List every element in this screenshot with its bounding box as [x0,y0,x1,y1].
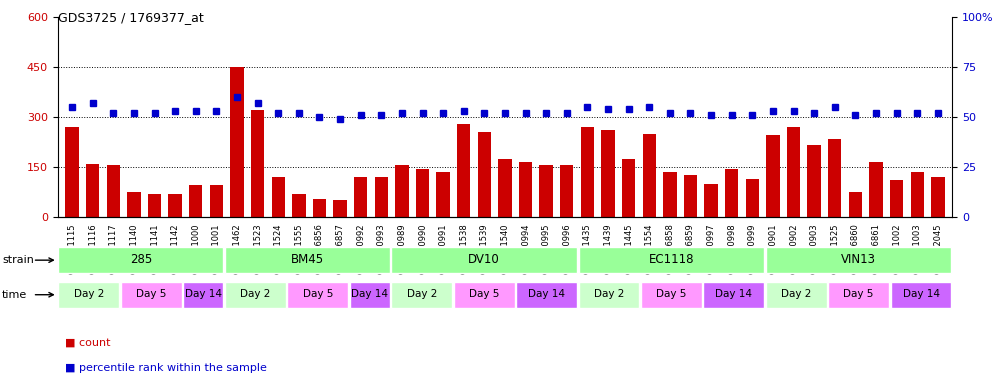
Text: Day 2: Day 2 [781,289,811,299]
Text: Day 2: Day 2 [593,289,624,299]
Bar [516,282,577,308]
Bar [765,282,827,308]
Text: Day 5: Day 5 [656,289,687,299]
Bar [498,159,512,217]
Bar [931,177,944,217]
Bar [127,192,140,217]
Bar [663,172,677,217]
Bar [168,194,182,217]
Bar [705,184,718,217]
Text: Day 14: Day 14 [528,289,565,299]
Text: Day 2: Day 2 [74,289,104,299]
Bar [350,282,390,308]
Bar [849,192,862,217]
Text: Day 5: Day 5 [136,289,166,299]
Bar [148,194,161,217]
Bar [287,282,348,308]
Bar [210,185,223,217]
Text: Day 2: Day 2 [241,289,270,299]
Bar [436,172,450,217]
Bar [891,282,951,308]
Bar [579,282,639,308]
Text: BM45: BM45 [291,253,324,266]
Text: strain: strain [2,255,34,265]
Bar [765,247,951,273]
Bar [225,247,390,273]
Text: Day 5: Day 5 [844,289,874,299]
Bar [704,282,764,308]
Bar [641,282,702,308]
Bar [271,177,285,217]
Bar [59,282,119,308]
Bar [231,67,244,217]
Bar [807,146,821,217]
Bar [601,131,614,217]
Text: time: time [2,290,27,300]
Bar [746,179,759,217]
Bar [725,169,739,217]
Bar [225,282,285,308]
Bar [560,166,574,217]
Bar [890,180,904,217]
Text: GDS3725 / 1769377_at: GDS3725 / 1769377_at [58,12,204,25]
Bar [66,127,79,217]
Bar [106,166,120,217]
Bar [540,166,553,217]
Bar [86,164,99,217]
Bar [622,159,635,217]
Text: Day 5: Day 5 [469,289,499,299]
Text: Day 14: Day 14 [903,289,939,299]
Bar [392,282,452,308]
Bar [183,282,224,308]
Text: ■ percentile rank within the sample: ■ percentile rank within the sample [65,363,266,373]
Bar [911,172,923,217]
Bar [59,247,224,273]
Text: Day 5: Day 5 [302,289,333,299]
Bar [478,132,491,217]
Bar [396,166,409,217]
Bar [375,177,388,217]
Bar [870,162,883,217]
Bar [579,247,764,273]
Bar [250,111,264,217]
Bar [580,127,594,217]
Bar [415,169,429,217]
Bar [333,200,347,217]
Bar [189,185,203,217]
Text: DV10: DV10 [468,253,500,266]
Bar [121,282,182,308]
Text: ■ count: ■ count [65,338,110,348]
Bar [684,175,697,217]
Bar [454,282,515,308]
Bar [392,247,577,273]
Bar [766,136,779,217]
Text: VIN13: VIN13 [841,253,876,266]
Text: Day 14: Day 14 [185,289,222,299]
Bar [642,134,656,217]
Bar [828,282,889,308]
Bar [313,199,326,217]
Bar [292,194,305,217]
Text: Day 14: Day 14 [351,289,389,299]
Text: EC1118: EC1118 [649,253,694,266]
Bar [787,127,800,217]
Bar [828,139,842,217]
Bar [354,177,368,217]
Bar [457,124,470,217]
Bar [519,162,532,217]
Text: 285: 285 [130,253,152,266]
Text: Day 14: Day 14 [716,289,752,299]
Text: Day 2: Day 2 [407,289,437,299]
